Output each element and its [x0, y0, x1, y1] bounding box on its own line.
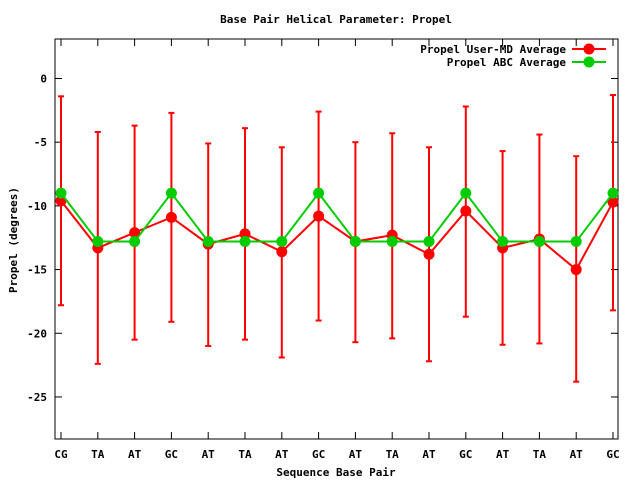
- data-point: [202, 236, 214, 248]
- data-point: [239, 228, 251, 240]
- legend-label: Propel ABC Average: [447, 56, 567, 69]
- legend-marker: [583, 43, 595, 55]
- x-tick-label: TA: [386, 448, 400, 461]
- x-tick-label: TA: [91, 448, 105, 461]
- data-point: [165, 187, 177, 199]
- series-1: [55, 187, 619, 248]
- y-tick-label: -10: [27, 200, 47, 213]
- x-tick-label: GC: [165, 448, 178, 461]
- data-point: [165, 211, 177, 223]
- x-tick-label: AT: [422, 448, 436, 461]
- legend-label: Propel User-MD Average: [420, 43, 566, 56]
- x-tick-label: TA: [533, 448, 547, 461]
- data-point: [570, 264, 582, 276]
- y-tick-label: -20: [27, 327, 47, 340]
- data-point: [92, 236, 104, 248]
- data-point: [313, 187, 325, 199]
- data-point: [460, 187, 472, 199]
- data-point: [423, 248, 435, 260]
- y-axis-label: Propel (degrees): [7, 187, 20, 293]
- data-point: [276, 236, 288, 248]
- data-point: [276, 246, 288, 258]
- data-point: [423, 236, 435, 248]
- x-tick-label: AT: [202, 448, 216, 461]
- y-tick-label: -5: [34, 136, 47, 149]
- legend-marker: [583, 56, 595, 68]
- x-tick-label: AT: [570, 448, 584, 461]
- x-tick-label: AT: [349, 448, 363, 461]
- data-point: [386, 236, 398, 248]
- x-tick-label: GC: [606, 448, 619, 461]
- y-tick-label: -15: [27, 264, 47, 277]
- series-0: [55, 195, 619, 276]
- x-tick-label: AT: [496, 448, 510, 461]
- chart-title: Base Pair Helical Parameter: Propel: [220, 13, 452, 26]
- data-point: [570, 236, 582, 248]
- data-point: [533, 236, 545, 248]
- data-point: [239, 236, 251, 248]
- data-point: [349, 236, 361, 248]
- x-tick-label: TA: [238, 448, 252, 461]
- data-point: [129, 236, 141, 248]
- data-point: [497, 236, 509, 248]
- x-tick-label: CG: [54, 448, 68, 461]
- x-tick-label: GC: [459, 448, 472, 461]
- data-point: [460, 205, 472, 217]
- series-line: [60, 191, 614, 243]
- x-axis-label: Sequence Base Pair: [276, 466, 396, 479]
- y-tick-label: 0: [40, 72, 47, 85]
- data-point: [607, 196, 619, 208]
- error-bars-0: [58, 94, 616, 383]
- data-point: [129, 227, 141, 239]
- x-tick-label: AT: [128, 448, 142, 461]
- plot-area: 0 -5 -10 -15 -20 -25 CG TA AT GC AT TA AT GC AT TA AT GC A…: [27, 38, 620, 461]
- series-line: [60, 200, 614, 272]
- data-point: [313, 210, 325, 222]
- x-tick-label: AT: [275, 448, 289, 461]
- y-tick-label: -25: [27, 391, 47, 404]
- data-point: [55, 187, 67, 199]
- plot-frame: [54, 38, 619, 440]
- data-point: [607, 187, 619, 199]
- x-tick-label: GC: [312, 448, 325, 461]
